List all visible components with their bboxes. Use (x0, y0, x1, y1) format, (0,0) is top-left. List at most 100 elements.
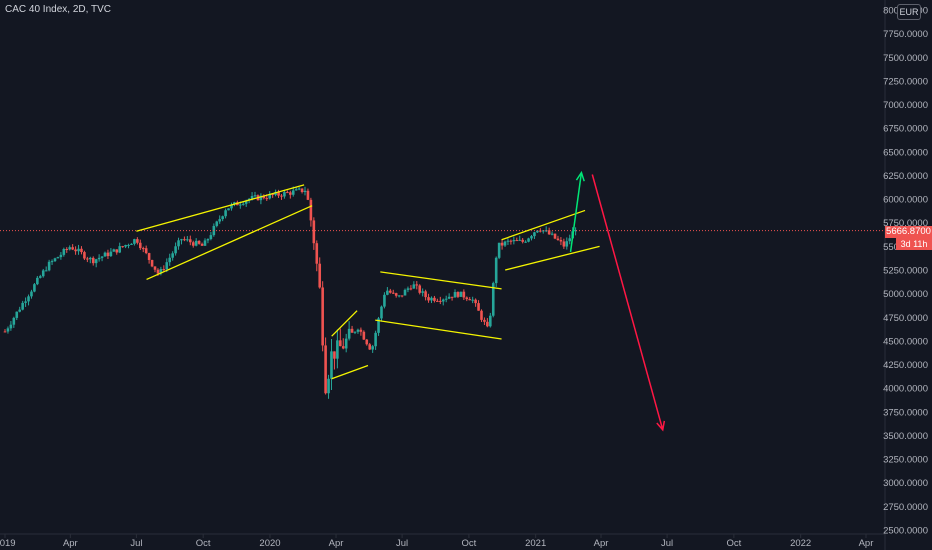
candle-body (341, 346, 345, 349)
candle-body (374, 332, 377, 347)
candle-body (30, 291, 33, 297)
candle-body (218, 219, 222, 222)
candle-body (350, 328, 354, 333)
candle-body (18, 309, 22, 312)
candle-body (94, 259, 98, 264)
y-tick-label: 7250.0000 (883, 76, 928, 87)
candle-body (477, 303, 480, 311)
candle-body (294, 189, 298, 191)
drawings (0, 170, 885, 432)
candle-body (271, 194, 274, 196)
candle-body (318, 263, 322, 288)
y-tick-label: 6500.0000 (883, 147, 928, 158)
candle-body (424, 291, 427, 298)
candle-body (444, 298, 448, 300)
candle-body (327, 378, 330, 394)
candle-body (206, 239, 210, 241)
bear-arrow-shaft[interactable] (591, 174, 664, 430)
candle-body (144, 248, 148, 254)
candle-body (62, 248, 66, 255)
candle-body (509, 240, 513, 242)
candle-body (109, 251, 113, 257)
candle-body (418, 285, 422, 293)
candle-body (239, 204, 242, 206)
candle-body (553, 233, 557, 239)
candle-body (200, 243, 204, 246)
candle-body (171, 253, 174, 258)
candle-body (68, 247, 72, 250)
candle-body (133, 239, 136, 244)
candle-body (59, 254, 63, 258)
x-tick-label: 2020 (259, 538, 280, 549)
trendline[interactable] (331, 364, 369, 380)
candle-body (289, 192, 292, 195)
candle-body (415, 284, 419, 286)
candle-body (233, 202, 236, 205)
candle-body (515, 240, 519, 242)
candle-body (559, 240, 563, 242)
trendline[interactable] (136, 184, 305, 232)
candle-body (489, 315, 492, 327)
candle-body (530, 236, 533, 239)
trendline[interactable] (331, 310, 358, 337)
candle-body (365, 339, 369, 345)
candle-body (50, 261, 54, 263)
candle-body (138, 242, 142, 249)
candle-body (194, 240, 198, 246)
candle-body (324, 345, 327, 394)
candle-body (241, 203, 245, 205)
candle-body (547, 230, 551, 235)
candle-body (321, 287, 324, 346)
trendline[interactable] (501, 209, 586, 241)
candle-body (536, 230, 539, 233)
candle-body (53, 258, 57, 262)
candle-body (333, 351, 336, 359)
candle-body (189, 239, 192, 243)
candle-body (315, 243, 319, 264)
y-tick-label: 5750.0000 (883, 218, 928, 229)
candle-body (36, 277, 39, 285)
candle-body (230, 204, 233, 209)
candle-body (283, 192, 286, 197)
x-tick-label: Oct (196, 538, 211, 549)
candle-body (565, 241, 569, 247)
trendline[interactable] (375, 319, 502, 340)
candle-body (86, 258, 89, 260)
candle-body (15, 311, 19, 318)
candle-body (77, 248, 80, 252)
candle-body (197, 240, 201, 244)
candle-body (377, 318, 380, 333)
candle-body (262, 195, 266, 199)
x-tick-label: 2022 (790, 538, 811, 549)
candle-body (468, 299, 472, 301)
candle-body (203, 240, 207, 246)
bear-arrow-head[interactable] (656, 420, 666, 432)
trendline[interactable] (380, 271, 502, 290)
candle-body (88, 257, 92, 260)
x-tick-label: Oct (726, 538, 741, 549)
trendline[interactable] (146, 205, 313, 281)
currency-badge[interactable]: EUR (897, 4, 921, 20)
bull-arrow-head[interactable] (575, 170, 585, 182)
candle-body (503, 241, 507, 246)
candle-body (539, 230, 542, 232)
candle-body (441, 299, 445, 302)
bull-arrow-shaft[interactable] (569, 172, 583, 253)
candle-body (412, 284, 416, 289)
candle-body (286, 192, 289, 194)
candle-body (100, 256, 104, 258)
candle-body (409, 288, 413, 290)
candle-body (9, 324, 13, 329)
candle-body (168, 257, 172, 263)
candle-body (471, 299, 474, 301)
candle-body (362, 331, 366, 340)
candle-body (447, 296, 451, 299)
candle-body (403, 289, 407, 296)
y-tick-label: 6750.0000 (883, 124, 928, 135)
candle-body (506, 240, 510, 242)
candle-body (568, 238, 572, 242)
trendline[interactable] (505, 245, 600, 271)
candle-body (162, 269, 166, 271)
